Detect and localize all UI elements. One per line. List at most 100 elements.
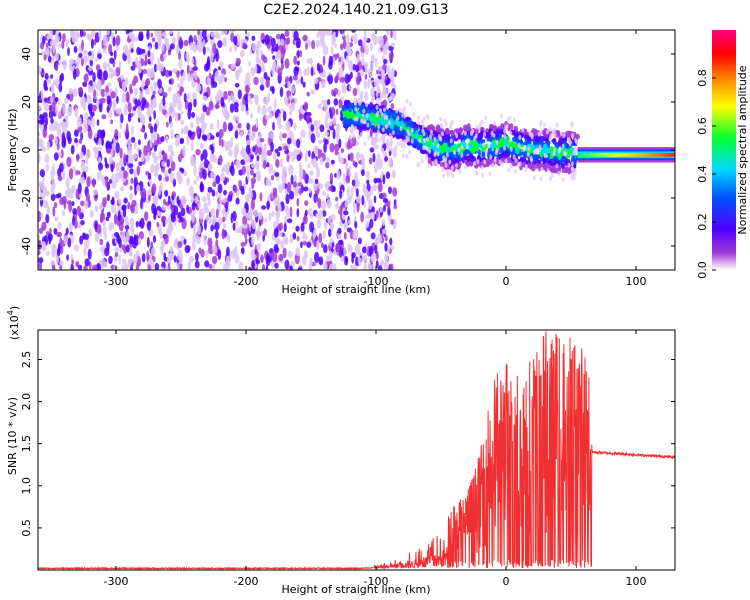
- noise-speckle: [274, 262, 279, 269]
- signal-halo: [376, 129, 380, 135]
- noise-speckle: [130, 136, 136, 143]
- noise-speckle: [91, 104, 97, 112]
- noise-speckle: [170, 128, 174, 140]
- noise-speckle: [122, 170, 128, 179]
- noise-speckle: [393, 199, 397, 205]
- noise-speckle: [147, 188, 152, 199]
- noise-speckle: [175, 44, 180, 55]
- noise-speckle: [360, 58, 365, 66]
- signal-halo: [464, 164, 468, 170]
- noise-speckle: [378, 181, 383, 193]
- noise-speckle: [153, 214, 157, 220]
- noise-speckle: [146, 68, 151, 78]
- noise-speckle: [364, 188, 369, 198]
- noise-speckle: [143, 145, 148, 157]
- noise-speckle: [250, 177, 257, 185]
- signal-cell: [388, 111, 392, 116]
- signal-halo: [482, 142, 486, 148]
- noise-speckle: [61, 195, 67, 205]
- noise-speckle: [133, 253, 138, 264]
- noise-speckle: [383, 261, 389, 270]
- noise-speckle: [234, 69, 241, 77]
- signal-halo: [517, 161, 521, 167]
- noise-speckle: [177, 100, 183, 111]
- noise-speckle: [163, 170, 169, 177]
- signal-halo: [425, 113, 429, 119]
- noise-speckle: [86, 94, 92, 105]
- noise-speckle: [82, 30, 86, 37]
- noise-speckle: [148, 194, 151, 202]
- noise-speckle: [340, 30, 345, 34]
- noise-speckle: [351, 135, 357, 147]
- noise-speckle: [284, 215, 288, 225]
- signal-halo: [474, 133, 478, 139]
- noise-speckle: [336, 170, 341, 180]
- noise-speckle: [360, 64, 365, 70]
- tone-core: [577, 152, 675, 157]
- noise-speckle: [126, 138, 132, 146]
- noise-speckle: [378, 65, 382, 72]
- signal-cell: [427, 140, 431, 147]
- noise-speckle: [187, 260, 191, 270]
- signal-cell: [408, 122, 414, 128]
- noise-speckle: [182, 145, 186, 157]
- signal-cell: [390, 110, 395, 116]
- noise-speckle: [92, 146, 98, 153]
- signal-halo: [488, 171, 492, 177]
- noise-speckle: [338, 67, 344, 79]
- noise-speckle: [50, 74, 54, 79]
- noise-speckle: [326, 192, 330, 200]
- noise-speckle: [332, 36, 336, 42]
- noise-speckle: [153, 63, 157, 73]
- noise-speckle: [289, 238, 293, 244]
- noise-speckle: [212, 181, 217, 188]
- noise-speckle: [392, 30, 397, 41]
- signal-halo: [465, 144, 469, 150]
- noise-speckle: [165, 175, 170, 182]
- signal-halo: [375, 92, 379, 98]
- noise-speckle: [97, 53, 102, 60]
- noise-speckle: [70, 263, 74, 270]
- signal-halo: [420, 158, 424, 164]
- noise-speckle: [333, 31, 336, 37]
- noise-speckle: [267, 93, 271, 103]
- signal-halo: [509, 130, 513, 136]
- noise-speckle: [315, 212, 319, 219]
- noise-speckle: [323, 244, 328, 254]
- colorbar-label: Normalized spectral amplitude: [736, 65, 749, 234]
- noise-speckle: [138, 237, 142, 245]
- signal-halo: [402, 153, 406, 159]
- noise-speckle: [44, 190, 50, 197]
- noise-speckle: [54, 216, 59, 222]
- noise-speckle: [167, 86, 172, 93]
- noise-speckle: [140, 58, 145, 67]
- noise-speckle: [318, 209, 324, 220]
- noise-speckle: [272, 151, 277, 160]
- noise-speckle: [108, 73, 114, 79]
- noise-speckle: [382, 228, 388, 235]
- signal-halo: [514, 157, 518, 163]
- noise-speckle: [255, 50, 260, 57]
- signal-halo: [550, 172, 554, 178]
- noise-speckle: [215, 131, 220, 138]
- noise-speckle: [241, 207, 247, 216]
- noise-speckle: [116, 95, 119, 104]
- noise-speckle: [129, 185, 133, 191]
- noise-speckle: [306, 40, 312, 47]
- signal-halo: [484, 149, 488, 155]
- noise-speckle: [207, 132, 211, 140]
- noise-speckle: [84, 237, 90, 249]
- signal-halo: [448, 159, 452, 165]
- noise-speckle: [227, 122, 233, 132]
- x-tick-label: -100: [364, 575, 389, 588]
- noise-speckle: [191, 202, 196, 211]
- noise-speckle: [110, 91, 116, 99]
- noise-speckle: [100, 97, 106, 104]
- noise-speckle: [302, 81, 306, 88]
- signal-halo: [360, 132, 364, 138]
- noise-speckle: [238, 261, 244, 270]
- noise-speckle: [289, 110, 293, 116]
- noise-speckle: [245, 139, 252, 145]
- noise-speckle: [287, 80, 291, 90]
- noise-speckle: [98, 169, 102, 178]
